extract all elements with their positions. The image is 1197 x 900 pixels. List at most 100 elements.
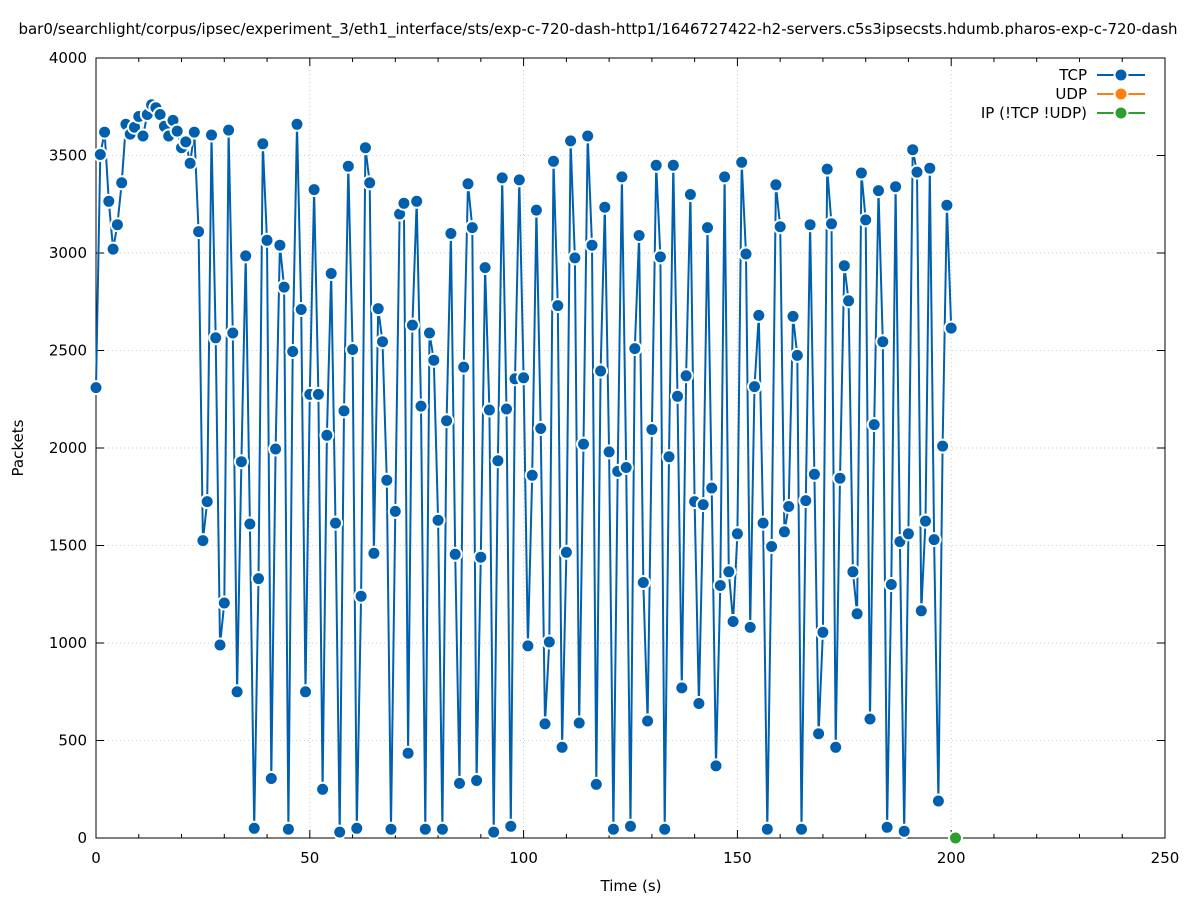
data-point xyxy=(584,237,600,253)
data-point xyxy=(943,320,959,336)
data-point xyxy=(742,619,758,635)
data-point xyxy=(464,220,480,236)
data-point xyxy=(678,368,694,384)
legend-swatch-marker xyxy=(1113,105,1129,121)
data-point xyxy=(332,824,348,840)
x-tick-label: 250 xyxy=(1151,849,1180,867)
data-point xyxy=(246,820,262,836)
x-tick-label: 0 xyxy=(91,849,101,867)
data-point xyxy=(836,258,852,274)
data-point xyxy=(473,549,489,565)
data-point xyxy=(422,325,437,341)
data-point xyxy=(712,578,728,593)
data-point xyxy=(738,246,754,262)
data-point xyxy=(781,499,797,514)
data-point xyxy=(550,298,566,314)
data-point xyxy=(896,823,912,839)
data-point xyxy=(490,453,506,469)
data-point xyxy=(511,172,527,188)
data-point xyxy=(370,301,386,317)
data-point xyxy=(494,170,510,186)
data-point xyxy=(815,624,831,640)
data-point xyxy=(481,402,497,418)
data-point xyxy=(918,513,933,529)
data-point xyxy=(593,363,609,379)
data-point xyxy=(657,821,673,837)
data-point xyxy=(627,341,643,357)
data-point xyxy=(853,165,869,181)
data-point xyxy=(661,449,677,465)
data-point xyxy=(404,317,420,333)
data-point xyxy=(640,713,656,729)
y-tick-label: 0 xyxy=(77,829,87,847)
data-point xyxy=(340,158,356,174)
data-point xyxy=(242,516,258,532)
data-point xyxy=(524,467,540,483)
data-point xyxy=(315,781,331,797)
data-point xyxy=(229,684,245,700)
data-point xyxy=(849,606,865,622)
data-point xyxy=(802,217,818,233)
data-point xyxy=(443,226,459,241)
data-point xyxy=(905,142,921,158)
data-point xyxy=(939,197,955,213)
data-point xyxy=(879,819,895,835)
data-point xyxy=(383,821,399,837)
data-point xyxy=(751,307,767,323)
data-point xyxy=(88,380,104,396)
data-point xyxy=(276,279,292,295)
data-point xyxy=(563,133,579,149)
data-point xyxy=(186,124,202,140)
data-point xyxy=(828,739,844,755)
data-point xyxy=(631,228,647,243)
data-point xyxy=(546,153,561,169)
data-point xyxy=(670,388,685,404)
data-point xyxy=(345,342,361,357)
data-point xyxy=(263,771,279,786)
data-point xyxy=(460,176,476,192)
y-tick-label: 500 xyxy=(58,732,87,750)
data-point xyxy=(251,571,266,587)
y-tick-label: 4000 xyxy=(49,49,87,67)
data-point xyxy=(588,776,604,792)
data-point xyxy=(747,379,762,395)
data-point xyxy=(520,638,536,654)
data-point xyxy=(789,347,805,363)
legend-label: IP (!TCP !UDP) xyxy=(981,104,1087,122)
data-point xyxy=(516,370,532,386)
data-point xyxy=(614,169,630,185)
data-point xyxy=(323,266,339,281)
data-point xyxy=(794,821,809,837)
data-point xyxy=(776,524,792,540)
data-point xyxy=(135,128,151,144)
data-point xyxy=(97,124,113,140)
data-point xyxy=(413,398,429,414)
data-point xyxy=(191,224,207,240)
data-point xyxy=(199,494,215,510)
data-point xyxy=(469,773,485,788)
data-point xyxy=(216,595,232,611)
data-point xyxy=(499,401,514,417)
data-point xyxy=(208,330,224,346)
data-point xyxy=(387,503,403,519)
data-point xyxy=(366,545,382,561)
data-point xyxy=(178,134,194,150)
x-tick-label: 200 xyxy=(937,849,966,867)
data-point xyxy=(862,711,878,727)
data-point xyxy=(576,436,591,452)
data-point xyxy=(259,232,275,248)
data-point xyxy=(280,821,296,837)
legend-label: UDP xyxy=(1055,85,1087,103)
data-point xyxy=(182,155,198,171)
data-point xyxy=(528,202,544,218)
y-tick-label: 1500 xyxy=(49,537,87,555)
data-point xyxy=(721,564,737,580)
data-point xyxy=(195,533,211,549)
y-tick-label: 3000 xyxy=(49,244,87,262)
data-point xyxy=(109,217,125,233)
data-point xyxy=(717,169,733,185)
data-point xyxy=(554,739,570,755)
x-tick-label: 150 xyxy=(723,849,752,867)
data-point xyxy=(601,444,617,460)
